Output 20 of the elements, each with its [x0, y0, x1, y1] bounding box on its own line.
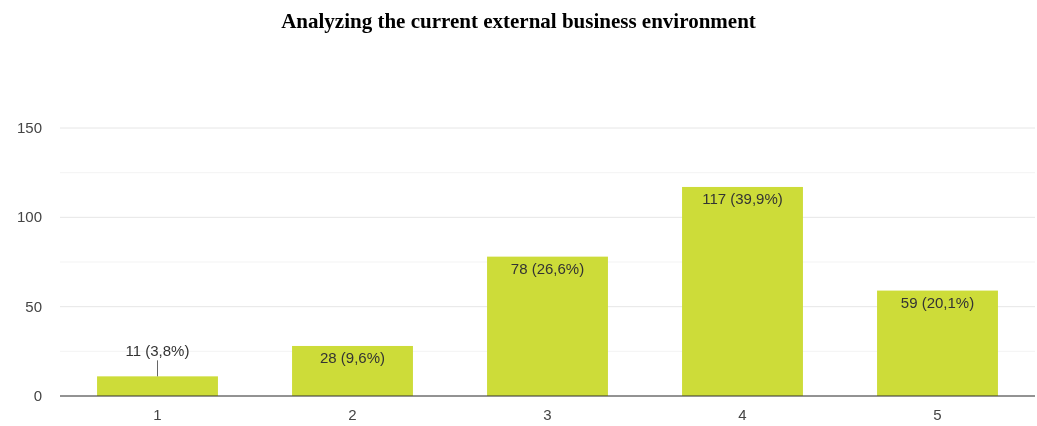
y-tick-label: 50 [25, 297, 42, 315]
y-tick-label: 0 [33, 387, 42, 404]
data-label: 117 (39,9%) [702, 189, 783, 207]
data-label: 11 (3,8%) [125, 342, 190, 360]
x-tick-label: 4 [738, 406, 747, 423]
x-tick-label: 5 [933, 406, 942, 423]
y-tick-label: 100 [16, 208, 42, 226]
bar [487, 256, 608, 396]
x-tick-label: 1 [153, 406, 162, 423]
x-tick-label: 3 [543, 406, 552, 423]
bar [877, 290, 998, 396]
bar [682, 186, 803, 396]
data-label: 78 (26,6%) [510, 259, 585, 277]
data-label: 59 (20,1%) [900, 293, 975, 311]
y-tick-label: 150 [16, 119, 42, 136]
x-tick-label: 2 [348, 406, 357, 423]
bar [97, 376, 218, 396]
data-label: 28 (9,6%) [319, 348, 386, 366]
chart-title: Analyzing the current external business environment [281, 9, 756, 33]
bar [292, 345, 413, 396]
